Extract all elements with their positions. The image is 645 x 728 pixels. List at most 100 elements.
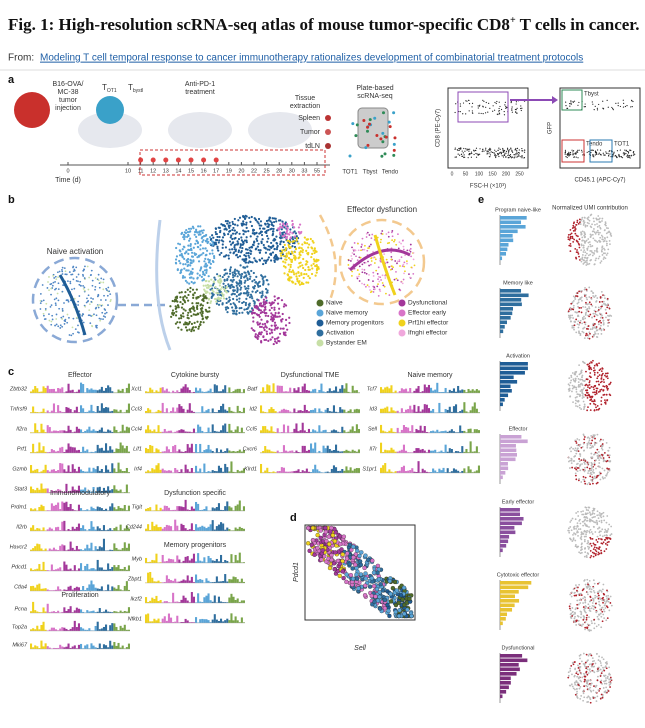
cell [192, 308, 195, 311]
event [507, 153, 509, 155]
cell [175, 296, 179, 300]
label: B16-OVA/ [53, 81, 84, 88]
track-bar [473, 471, 476, 473]
track-bar [36, 611, 39, 613]
cell [192, 282, 195, 285]
label: Top2a [12, 624, 27, 630]
track-bar [226, 448, 229, 453]
cell [279, 249, 282, 252]
track-bar [123, 610, 126, 613]
track-bar [297, 387, 300, 393]
track-bar [44, 569, 47, 571]
plate-cell [383, 152, 387, 156]
cell [396, 262, 398, 265]
cell [604, 252, 606, 255]
track-bar [324, 448, 327, 453]
cell [356, 269, 359, 271]
cell [268, 332, 272, 335]
track-bar [125, 445, 128, 453]
cell [230, 234, 233, 237]
source-link[interactable]: Modeling T cell temporal response to can… [40, 53, 583, 64]
cell [243, 285, 246, 288]
cell [181, 302, 184, 306]
cell [244, 275, 248, 278]
track-bar [268, 449, 271, 453]
track-bar [199, 619, 202, 623]
cell [63, 319, 66, 322]
track-bar [322, 445, 325, 453]
event [521, 157, 523, 159]
cell [179, 271, 182, 275]
track-bar [111, 586, 114, 591]
cell [245, 236, 248, 239]
cell [267, 256, 270, 259]
cell [182, 296, 185, 299]
track-bar [109, 506, 112, 511]
event [498, 107, 500, 110]
flow-plot-2 [559, 87, 641, 169]
track-bar [195, 574, 198, 583]
cell [299, 265, 302, 268]
cell [187, 299, 190, 302]
cell [259, 302, 263, 305]
track-bar [111, 391, 114, 393]
track-bar [213, 508, 216, 511]
cell [377, 266, 380, 269]
track-bar [34, 490, 37, 493]
cell [367, 260, 369, 263]
track-bar [266, 467, 269, 473]
event [454, 156, 456, 158]
cell [186, 316, 189, 319]
cell [83, 268, 86, 271]
track-bar [222, 562, 225, 563]
cell [282, 327, 285, 330]
track-bar [282, 445, 285, 453]
cell [258, 332, 261, 336]
track-bar [86, 610, 89, 613]
event [617, 102, 619, 104]
track-bar [84, 510, 87, 511]
track-bar [203, 432, 206, 433]
cell [70, 334, 73, 337]
event [611, 106, 613, 109]
cell [206, 238, 209, 241]
track-bar [197, 503, 200, 511]
track-bar [90, 388, 93, 393]
track-bar [232, 562, 235, 563]
cell [285, 235, 289, 238]
plate-cell [393, 136, 397, 140]
label: 55 [314, 168, 320, 174]
cell [50, 304, 53, 306]
cell [290, 270, 293, 274]
track-bar [32, 601, 35, 613]
track-bar [201, 601, 204, 603]
track-bar [48, 612, 51, 613]
track-bar [40, 588, 43, 591]
cell [179, 296, 182, 299]
cell [260, 325, 263, 329]
event [584, 103, 586, 105]
cell [592, 217, 595, 220]
event [609, 150, 611, 152]
cell [242, 300, 245, 304]
track-bar [167, 525, 170, 531]
cell [288, 316, 291, 319]
cell [284, 265, 287, 269]
track-bar [61, 544, 64, 551]
track-bar [450, 449, 453, 453]
cell [98, 303, 101, 306]
track-bar [121, 548, 124, 551]
cell [404, 270, 406, 273]
cell [231, 220, 234, 224]
track-bar [270, 451, 273, 453]
label: MC-38 [57, 89, 78, 96]
cell [290, 276, 293, 279]
track-bar [314, 408, 317, 413]
cell [182, 315, 185, 318]
cell [222, 297, 226, 300]
track-bar [240, 427, 243, 433]
track-bar [405, 409, 408, 413]
track-bar [232, 391, 235, 393]
cell [256, 284, 260, 287]
track-bar [107, 469, 110, 473]
